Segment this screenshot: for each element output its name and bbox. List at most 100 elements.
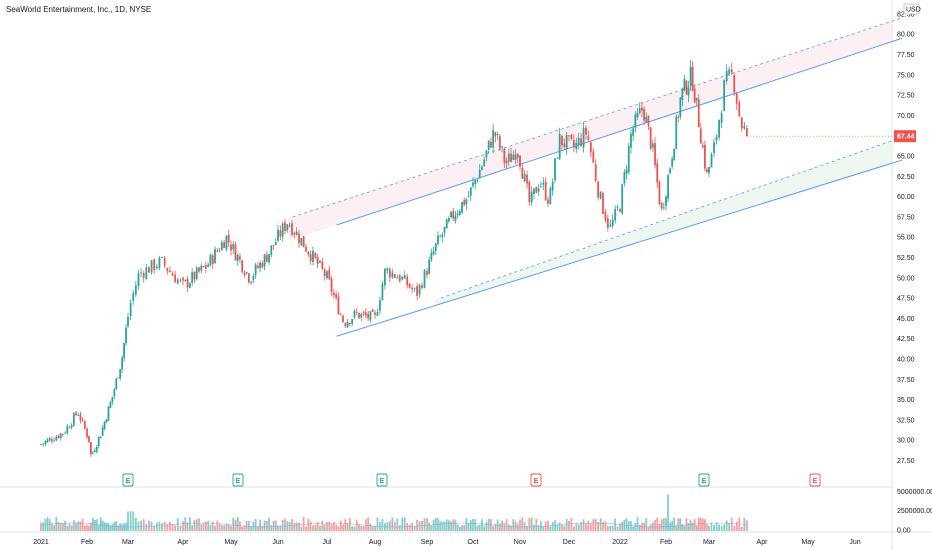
earnings-marker[interactable]: E	[232, 473, 244, 487]
candle[interactable]	[677, 115, 680, 123]
candle[interactable]	[83, 420, 86, 430]
candle[interactable]	[582, 121, 585, 153]
candle[interactable]	[225, 235, 228, 252]
candle[interactable]	[70, 422, 73, 430]
candle[interactable]	[549, 186, 552, 205]
candle[interactable]	[245, 271, 248, 275]
candle[interactable]	[169, 266, 171, 273]
candle[interactable]	[321, 257, 324, 271]
candle[interactable]	[673, 148, 676, 161]
candle[interactable]	[155, 263, 158, 271]
candle[interactable]	[351, 318, 354, 327]
candle[interactable]	[277, 224, 279, 243]
candle[interactable]	[710, 152, 713, 168]
candle[interactable]	[401, 275, 404, 281]
candle[interactable]	[248, 272, 250, 284]
candle[interactable]	[643, 106, 645, 125]
candle[interactable]	[450, 211, 452, 219]
candle[interactable]	[469, 186, 472, 201]
candle[interactable]	[561, 135, 563, 150]
candle[interactable]	[423, 268, 426, 289]
candle[interactable]	[510, 147, 512, 163]
candle[interactable]	[685, 79, 688, 96]
candle[interactable]	[514, 149, 517, 165]
candle[interactable]	[597, 180, 600, 201]
candle[interactable]	[679, 96, 682, 120]
candle[interactable]	[364, 308, 367, 319]
candle[interactable]	[523, 170, 526, 183]
candle[interactable]	[279, 225, 282, 241]
candle[interactable]	[725, 64, 728, 84]
candle[interactable]	[689, 60, 692, 92]
candle[interactable]	[207, 262, 210, 268]
candle[interactable]	[214, 246, 216, 264]
candle[interactable]	[421, 282, 423, 290]
candle[interactable]	[348, 322, 351, 327]
candle[interactable]	[614, 205, 617, 224]
candle[interactable]	[388, 266, 391, 282]
candle[interactable]	[319, 259, 321, 264]
candle[interactable]	[64, 431, 66, 434]
candle[interactable]	[193, 271, 196, 283]
candle[interactable]	[218, 247, 221, 253]
candle[interactable]	[718, 119, 720, 141]
candle[interactable]	[335, 291, 338, 301]
candle[interactable]	[298, 229, 300, 248]
candle[interactable]	[472, 177, 474, 189]
candle[interactable]	[115, 377, 118, 391]
candle[interactable]	[606, 215, 609, 232]
candle[interactable]	[428, 256, 431, 275]
candle[interactable]	[437, 231, 439, 247]
candle[interactable]	[227, 229, 230, 248]
candle[interactable]	[667, 173, 669, 203]
candle[interactable]	[396, 274, 399, 279]
candle[interactable]	[533, 188, 535, 200]
candle[interactable]	[99, 436, 102, 439]
candle[interactable]	[42, 443, 45, 447]
candle[interactable]	[362, 310, 365, 317]
candle[interactable]	[681, 87, 684, 107]
candle[interactable]	[59, 432, 62, 441]
candle[interactable]	[403, 271, 406, 279]
candle[interactable]	[452, 208, 455, 222]
candle[interactable]	[346, 318, 349, 329]
candle[interactable]	[602, 191, 604, 215]
candle[interactable]	[358, 312, 360, 319]
candle[interactable]	[127, 312, 129, 329]
candle[interactable]	[259, 260, 261, 273]
candle[interactable]	[123, 342, 125, 362]
candle[interactable]	[656, 158, 659, 189]
candle[interactable]	[188, 281, 191, 289]
candle[interactable]	[330, 275, 333, 296]
candle[interactable]	[623, 169, 626, 187]
candle[interactable]	[211, 253, 214, 269]
earnings-marker[interactable]: E	[376, 473, 388, 487]
candle[interactable]	[699, 122, 702, 144]
candle[interactable]	[302, 235, 305, 248]
candle[interactable]	[556, 157, 559, 159]
candle[interactable]	[551, 178, 554, 196]
candle[interactable]	[198, 266, 200, 274]
candle[interactable]	[305, 243, 307, 253]
candle[interactable]	[530, 186, 533, 206]
candle[interactable]	[386, 267, 389, 274]
candle[interactable]	[406, 273, 409, 289]
candle[interactable]	[367, 310, 370, 322]
candle[interactable]	[316, 253, 319, 269]
candle[interactable]	[481, 165, 483, 171]
candle[interactable]	[353, 309, 356, 320]
candle[interactable]	[448, 215, 450, 223]
candle[interactable]	[150, 259, 153, 275]
candle[interactable]	[456, 209, 459, 219]
candle[interactable]	[625, 164, 628, 180]
candle[interactable]	[641, 102, 643, 117]
candle[interactable]	[101, 425, 104, 437]
candle[interactable]	[461, 201, 463, 215]
candle[interactable]	[528, 180, 531, 206]
volume-bars[interactable]	[40, 494, 748, 531]
candle[interactable]	[163, 255, 166, 269]
candle[interactable]	[621, 183, 624, 215]
candle[interactable]	[691, 60, 694, 92]
candle[interactable]	[337, 292, 340, 315]
